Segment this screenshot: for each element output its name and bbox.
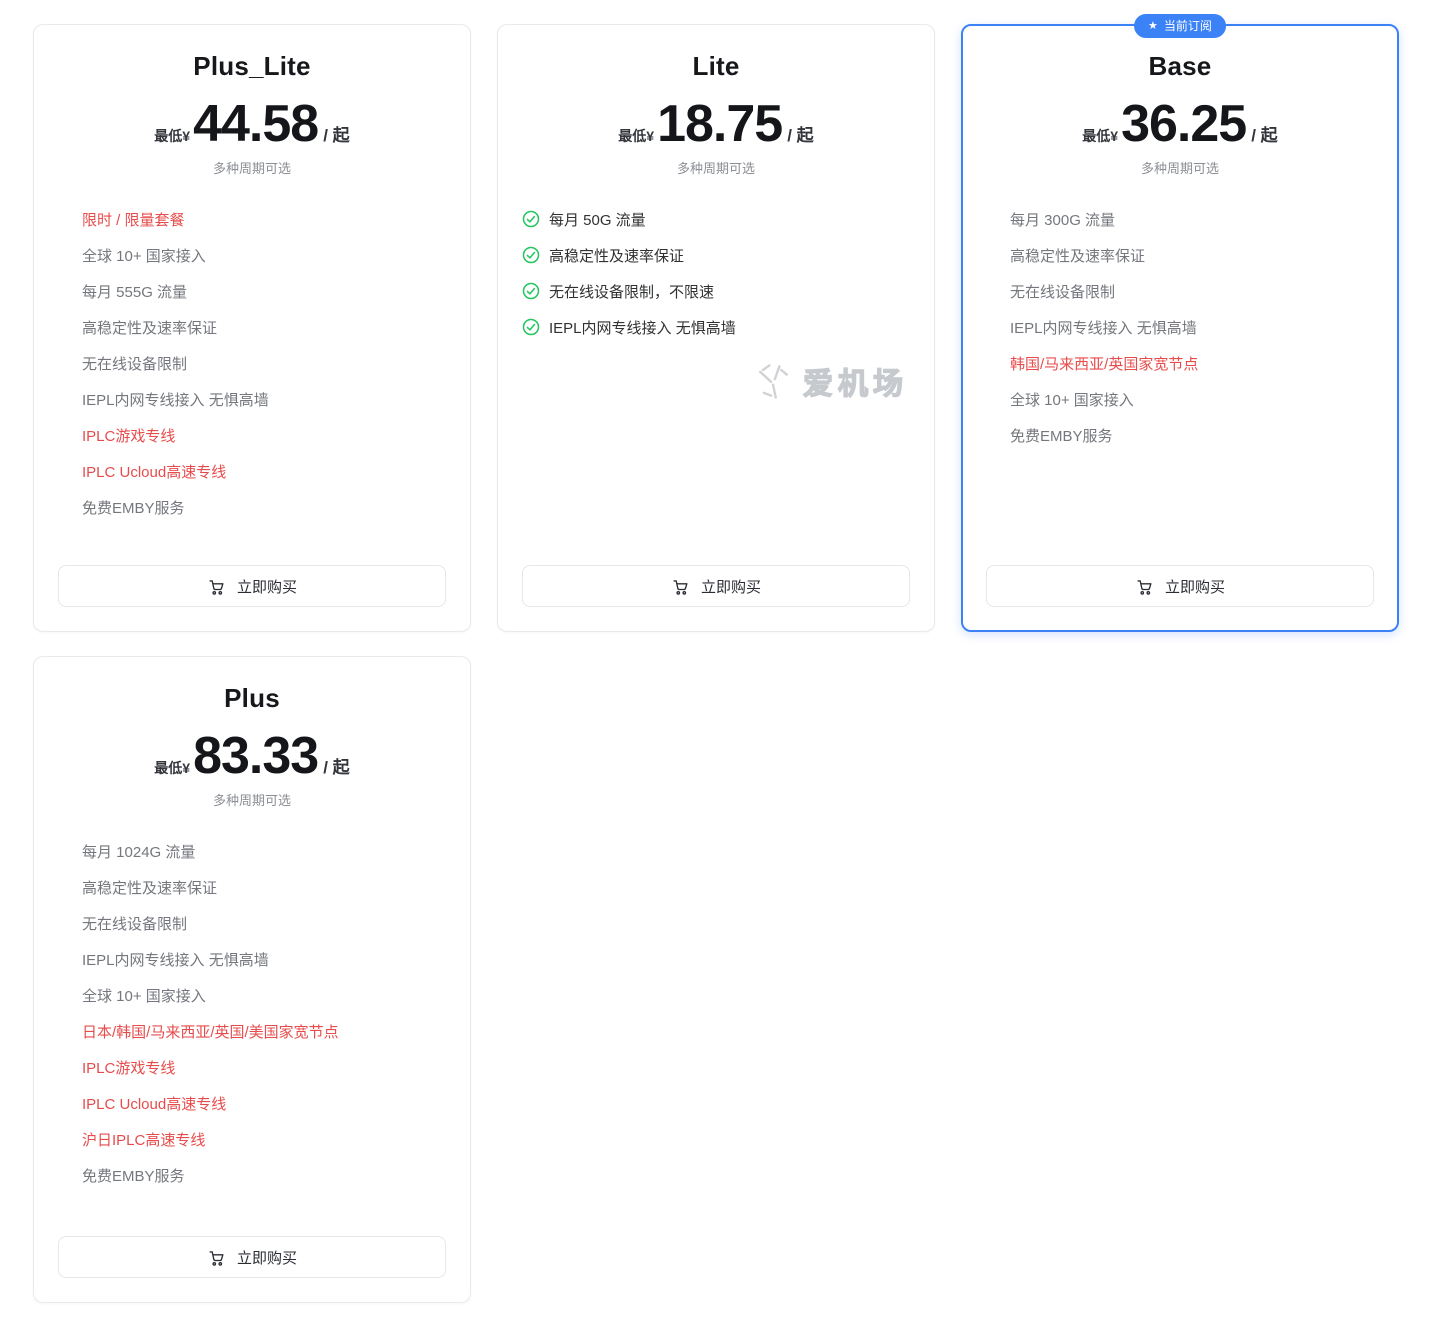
price-note: 多种周期可选 (1140, 161, 1219, 176)
feature-text: 每月 50G 流量 (549, 211, 646, 229)
check-circle-icon (522, 246, 540, 264)
price-block: 最低¥ 83.33 / 起 (58, 730, 446, 782)
feature-list: 限时 / 限量套餐 全球 10+ 国家接入 每月 555G 流量 高稳定性及速率… (58, 201, 446, 525)
feature-item: 每月 50G 流量 (522, 201, 910, 237)
badge-label: 当前订阅 (1163, 19, 1212, 33)
plan-title: Base (1148, 51, 1212, 81)
feature-item: 免费EMBY服务 (1010, 427, 1113, 445)
plan-card-plus-lite: Plus_Lite 最低¥ 44.58 / 起 多种周期可选 限时 / 限量套餐… (33, 24, 471, 632)
price-amount: 18.75 (657, 95, 783, 153)
feature-item: 高稳定性及速率保证 (1010, 247, 1146, 265)
buy-button[interactable]: 立即购买 (522, 565, 910, 607)
price-block: 最低¥ 18.75 / 起 (522, 98, 910, 150)
feature-item: IPLC Ucloud高速专线 (82, 1095, 227, 1113)
spacer (58, 1193, 446, 1236)
feature-text: 无在线设备限制，不限速 (549, 283, 715, 301)
feature-item: 每月 555G 流量 (82, 283, 188, 301)
feature-item: 沪日IPLC高速专线 (82, 1131, 206, 1149)
price-block: 最低¥ 36.25 / 起 (986, 98, 1374, 150)
check-circle-icon (522, 282, 540, 300)
feature-item: 日本/韩国/马来西亚/英国/美国家宽节点 (82, 1023, 339, 1041)
feature-item: 无在线设备限制 (1010, 283, 1116, 301)
feature-item: 高稳定性及速率保证 (82, 319, 218, 337)
price-block: 最低¥ 44.58 / 起 (58, 98, 446, 150)
check-circle-icon (522, 318, 540, 336)
feature-list: 每月 1024G 流量 高稳定性及速率保证 无在线设备限制 IEPL内网专线接入… (58, 833, 446, 1193)
feature-item: 每月 1024G 流量 (82, 843, 196, 861)
plan-title: Lite (692, 51, 740, 81)
current-subscription-badge: ★ 当前订阅 (1134, 14, 1226, 38)
feature-list: 每月 300G 流量 高稳定性及速率保证 无在线设备限制 IEPL内网专线接入 … (986, 201, 1374, 453)
buy-button[interactable]: 立即购买 (986, 565, 1374, 607)
plan-grid: Plus_Lite 最低¥ 44.58 / 起 多种周期可选 限时 / 限量套餐… (33, 14, 1451, 1303)
feature-item: 无在线设备限制，不限速 (522, 273, 910, 309)
feature-item: 限时 / 限量套餐 (82, 211, 185, 229)
star-icon: ★ (1148, 19, 1158, 32)
feature-item: IPLC Ucloud高速专线 (82, 463, 227, 481)
price-prefix: 最低¥ (154, 128, 191, 144)
buy-button-label: 立即购买 (1164, 578, 1225, 596)
feature-text: 高稳定性及速率保证 (549, 247, 685, 265)
price-suffix: / 起 (323, 758, 350, 777)
price-suffix: / 起 (323, 126, 350, 145)
feature-item: IPLC游戏专线 (82, 427, 176, 445)
price-amount: 44.58 (193, 95, 319, 153)
plan-title: Plus_Lite (193, 51, 311, 81)
feature-item: IEPL内网专线接入 无惧高墙 (82, 951, 269, 969)
spacer (986, 453, 1374, 565)
plan-card-plus: Plus 最低¥ 83.33 / 起 多种周期可选 每月 1024G 流量 高稳… (33, 656, 471, 1303)
feature-list: 每月 50G 流量 高稳定性及速率保证 无在线设备限制，不限速 IEPL内网专线… (522, 201, 910, 345)
feature-item: IEPL内网专线接入 无惧高墙 (522, 309, 910, 345)
buy-button[interactable]: 立即购买 (58, 565, 446, 607)
cart-icon (207, 577, 226, 596)
plan-card-lite: Lite 最低¥ 18.75 / 起 多种周期可选 每月 50G 流量 高稳定性… (497, 24, 935, 632)
cart-icon (1135, 577, 1154, 596)
feature-item: 无在线设备限制 (82, 355, 188, 373)
feature-item: 高稳定性及速率保证 (522, 237, 910, 273)
price-amount: 83.33 (193, 727, 319, 785)
feature-item: 韩国/马来西亚/英国家宽节点 (1010, 355, 1199, 373)
check-circle-icon (522, 210, 540, 228)
feature-item: 全球 10+ 国家接入 (1010, 391, 1134, 409)
buy-button-label: 立即购买 (700, 578, 761, 596)
feature-item: 免费EMBY服务 (82, 499, 185, 517)
feature-item: 无在线设备限制 (82, 915, 188, 933)
plan-card-base: ★ 当前订阅 Base 最低¥ 36.25 / 起 多种周期可选 每月 300G… (961, 14, 1399, 632)
cart-icon (671, 577, 690, 596)
price-prefix: 最低¥ (154, 760, 191, 776)
feature-item: 全球 10+ 国家接入 (82, 247, 206, 265)
spacer (58, 525, 446, 565)
buy-button[interactable]: 立即购买 (58, 1236, 446, 1278)
feature-item: IPLC游戏专线 (82, 1059, 176, 1077)
feature-item: 免费EMBY服务 (82, 1167, 185, 1185)
price-suffix: / 起 (787, 126, 814, 145)
feature-item: 每月 300G 流量 (1010, 211, 1116, 229)
price-note: 多种周期可选 (212, 793, 291, 808)
feature-item: 全球 10+ 国家接入 (82, 987, 206, 1005)
feature-item: 高稳定性及速率保证 (82, 879, 218, 897)
feature-item: IEPL内网专线接入 无惧高墙 (82, 391, 269, 409)
price-suffix: / 起 (1251, 126, 1278, 145)
feature-text: IEPL内网专线接入 无惧高墙 (549, 319, 736, 337)
price-prefix: 最低¥ (1082, 128, 1119, 144)
buy-button-label: 立即购买 (236, 1249, 297, 1267)
plan-title: Plus (224, 683, 280, 713)
feature-item: IEPL内网专线接入 无惧高墙 (1010, 319, 1197, 337)
buy-button-label: 立即购买 (236, 578, 297, 596)
cart-icon (207, 1248, 226, 1267)
price-amount: 36.25 (1121, 95, 1247, 153)
price-prefix: 最低¥ (618, 128, 655, 144)
price-note: 多种周期可选 (212, 161, 291, 176)
spacer (522, 345, 910, 565)
price-note: 多种周期可选 (676, 161, 755, 176)
